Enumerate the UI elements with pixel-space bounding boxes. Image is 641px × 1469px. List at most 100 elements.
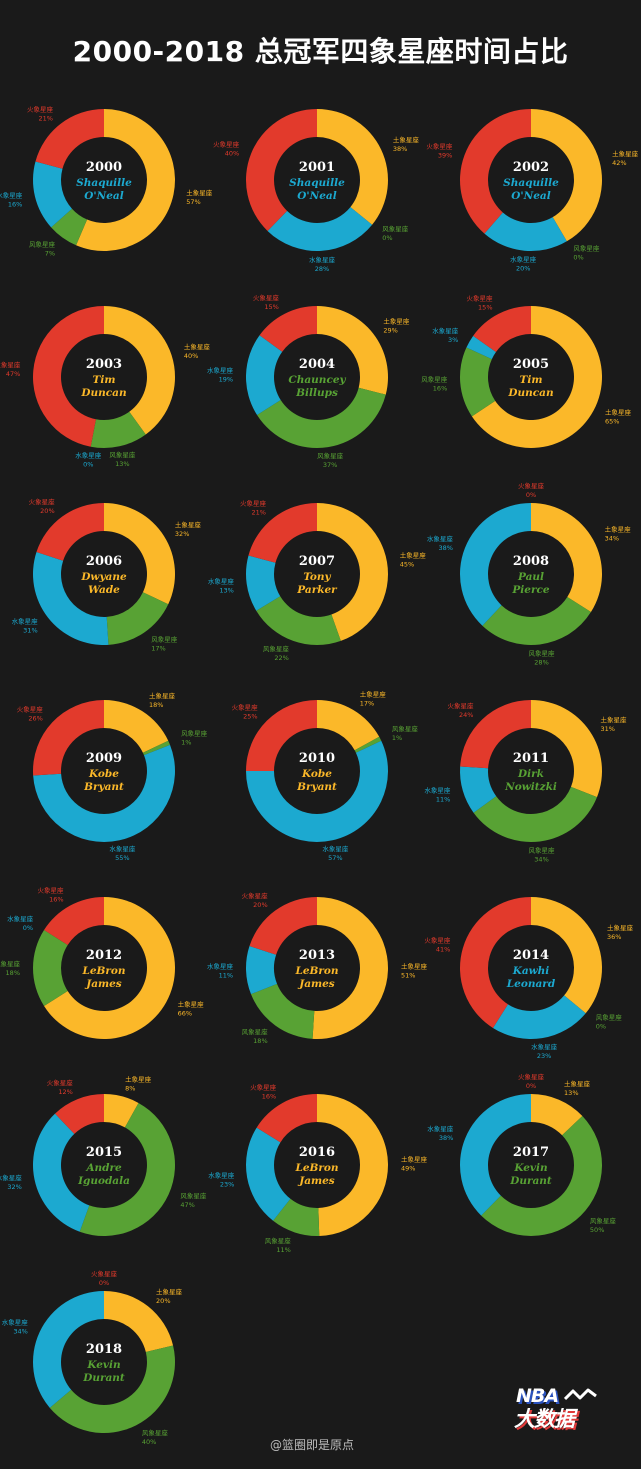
slice-value-2011-earth: 31%	[600, 725, 614, 733]
chart-year-2009: 2009	[86, 751, 122, 766]
slice-2014-fire	[459, 897, 531, 1028]
slice-value-2009-earth: 18%	[149, 701, 163, 709]
player-name-2003-line1: Tim	[93, 374, 116, 386]
chart-year-2007: 2007	[299, 554, 335, 569]
player-name-2017-line2: Durant	[509, 1175, 552, 1187]
slice-2016-fire	[256, 1094, 317, 1143]
slice-value-2015-water: 32%	[7, 1183, 21, 1191]
slice-label-2009-fire: 火象星座	[17, 704, 44, 713]
slice-label-2004-water: 水象星座	[207, 365, 234, 374]
slice-value-2001-water: 28%	[315, 265, 329, 273]
slice-value-2001-earth: 38%	[393, 145, 407, 153]
slice-2011-water	[460, 766, 497, 813]
slice-value-2002-water: 20%	[516, 265, 530, 273]
slice-label-2011-air: 风象星座	[529, 845, 556, 854]
slice-2005-water	[466, 335, 496, 360]
slice-value-2014-fire: 41%	[436, 946, 450, 954]
slice-2018-air	[49, 1345, 175, 1433]
slice-label-2017-fire: 火象星座	[518, 1072, 545, 1081]
slice-label-2016-air: 风象星座	[265, 1236, 292, 1245]
slice-2006-air	[106, 592, 169, 645]
player-name-2018-line2: Durant	[82, 1372, 125, 1384]
player-name-2016-line2: James	[297, 1175, 335, 1187]
slice-label-2006-earth: 土象星座	[175, 520, 202, 529]
slice-label-2018-fire: 火象星座	[91, 1269, 118, 1278]
slice-label-2000-air: 风象星座	[29, 239, 56, 248]
slice-2001-earth	[317, 109, 388, 225]
slice-label-2013-fire: 火象星座	[242, 891, 269, 900]
slice-value-2013-air: 18%	[253, 1037, 267, 1045]
slice-label-2007-water: 水象星座	[208, 577, 235, 586]
slice-label-2003-air: 风象星座	[109, 450, 136, 459]
slice-value-2015-air: 47%	[180, 1201, 194, 1209]
player-name-2012-line1: LeBron	[81, 965, 125, 977]
slice-2011-fire	[460, 700, 531, 769]
slice-value-2003-water: 0%	[83, 461, 93, 469]
slice-label-2002-earth: 土象星座	[612, 149, 639, 158]
slice-value-2017-water: 38%	[439, 1134, 453, 1142]
slice-value-2006-earth: 32%	[175, 530, 189, 538]
slice-value-2005-water: 3%	[448, 336, 458, 344]
player-name-2002-line2: O'Neal	[511, 190, 550, 202]
slice-2011-earth	[531, 700, 603, 798]
slice-value-2006-fire: 20%	[40, 507, 54, 515]
slice-value-2017-air: 50%	[590, 1226, 604, 1234]
slice-label-2004-air: 风象星座	[317, 451, 344, 460]
slice-value-2016-air: 11%	[276, 1246, 290, 1254]
chart-year-2012: 2012	[86, 948, 122, 963]
slice-label-2018-earth: 土象星座	[156, 1287, 183, 1296]
slice-value-2008-water: 38%	[438, 544, 452, 552]
slice-value-2000-fire: 21%	[38, 114, 52, 122]
slice-label-2002-fire: 火象星座	[426, 142, 453, 151]
slice-2003-air	[90, 411, 146, 448]
slice-label-2012-air: 风象星座	[0, 959, 21, 968]
slice-2004-earth	[317, 306, 389, 395]
player-name-2013-line2: James	[297, 978, 335, 990]
slice-value-2005-fire: 15%	[478, 303, 492, 311]
player-name-2003-line2: Duncan	[80, 387, 126, 399]
player-name-2001-line1: Shaquille	[289, 177, 345, 189]
player-name-2008-line2: Pierce	[511, 584, 549, 596]
slice-2003-earth	[104, 306, 175, 435]
slice-label-2006-water: 水象星座	[12, 616, 39, 625]
slice-label-2012-fire: 火象星座	[38, 885, 65, 894]
slice-value-2016-water: 23%	[220, 1181, 234, 1189]
slice-2016-water	[246, 1127, 291, 1221]
player-name-2011-line2: Nowitzki	[504, 781, 557, 793]
slice-2004-water	[245, 335, 283, 416]
slice-value-2004-air: 37%	[323, 461, 337, 469]
player-name-2011-line1: Dirk	[517, 768, 544, 780]
slice-label-2010-water: 水象星座	[322, 844, 349, 853]
slice-value-2001-air: 0%	[382, 234, 392, 242]
slice-value-2013-fire: 20%	[253, 901, 267, 909]
player-name-2010-line2: Bryant	[296, 781, 337, 793]
slice-2013-air	[250, 983, 315, 1039]
slice-label-2013-earth: 土象星座	[401, 962, 428, 971]
slice-value-2000-air: 7%	[45, 249, 55, 257]
slice-value-2012-air: 18%	[6, 969, 20, 977]
slice-2010-water	[245, 740, 388, 842]
chart-year-2004: 2004	[299, 357, 335, 372]
slice-2002-fire	[460, 109, 531, 234]
slice-value-2011-fire: 24%	[459, 711, 473, 719]
slice-label-2012-water: 水象星座	[7, 914, 34, 923]
chart-year-2002: 2002	[513, 160, 549, 175]
slice-2000-fire	[35, 109, 104, 169]
slice-value-2013-water: 11%	[219, 972, 233, 980]
player-name-2000-line1: Shaquille	[76, 177, 132, 189]
slice-label-2017-earth: 土象星座	[564, 1079, 591, 1088]
slice-value-2014-water: 23%	[537, 1052, 551, 1060]
slice-2010-earth	[317, 700, 380, 751]
chart-year-2017: 2017	[513, 1145, 549, 1160]
slice-2007-earth	[317, 503, 389, 641]
slice-2012-fire	[44, 897, 104, 945]
chart-year-2010: 2010	[299, 751, 335, 766]
slice-label-2004-earth: 土象星座	[383, 317, 410, 326]
